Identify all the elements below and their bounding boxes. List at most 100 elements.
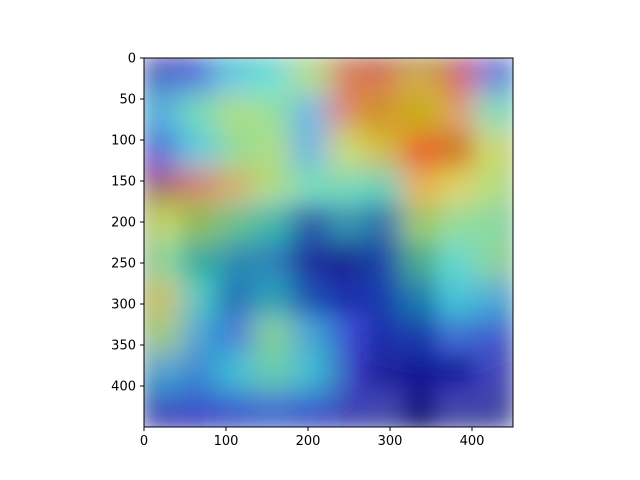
heatmap-cell [475,389,513,427]
heatmap-cell [144,278,182,318]
heatmap-cell [216,278,256,318]
heatmap-cell [364,278,404,318]
heatmap-cell [290,389,330,427]
heatmap-cell [327,167,367,207]
heatmap-cell [253,241,293,281]
heatmap-cell [290,204,330,244]
heatmap-cell [327,389,367,427]
heatmap-cell [216,130,256,170]
heatmap-cell [364,389,404,427]
heatmap-cell [438,130,478,170]
heatmap-cell [216,93,256,133]
heatmap-overlay [144,58,513,427]
heatmap-cell [144,204,182,244]
x-tick-label: 0 [140,434,148,449]
heatmap-cell [179,167,219,207]
heatmap-cell [327,315,367,355]
heatmap-cell [290,278,330,318]
heatmap-cell [179,278,219,318]
heatmap-cell [475,167,513,207]
heatmap-cell [438,315,478,355]
heatmap-cell [216,315,256,355]
plot-frame [143,57,514,428]
heatmap-cell [364,93,404,133]
heatmap-cell [144,241,182,281]
heatmap-cell [290,241,330,281]
heatmap-cell [216,389,256,427]
heatmap-cell [216,58,256,96]
heatmap-cell [475,241,513,281]
heatmap-cell [364,130,404,170]
y-tick-label: 0 [128,52,136,67]
heatmap-cell [144,315,182,355]
y-tick-label: 100 [111,134,136,149]
heatmap-cell [401,204,441,244]
heatmap-cell [253,315,293,355]
heatmap-cell [327,130,367,170]
y-tick-label: 400 [111,380,136,395]
y-tick-label: 300 [111,298,136,313]
heatmap-cell [475,278,513,318]
heatmap-cell [179,352,219,392]
heatmap-cell [144,352,182,392]
y-tick-label: 150 [111,175,136,190]
heatmap-cell [401,241,441,281]
heatmap-cell [401,58,441,96]
heatmap-cell [475,352,513,392]
heatmap-cell [144,167,182,207]
heatmap-cell [290,58,330,96]
heatmap-cell [401,389,441,427]
heatmap-cell [179,58,219,96]
heatmap-cell [438,389,478,427]
heatmap-cell [364,58,404,96]
heatmap-cell [401,130,441,170]
heatmap-cell [475,130,513,170]
heatmap-cell [401,93,441,133]
heatmap-cell [253,130,293,170]
heatmap-cell [401,352,441,392]
heatmap-cell [401,167,441,207]
heatmap-cell [179,389,219,427]
heatmap-cell [475,93,513,133]
heatmap-cell [144,93,182,133]
heatmap-cell [179,204,219,244]
heatmap-cell [144,130,182,170]
heatmap-cell [253,204,293,244]
axes: 0 100 200 300 400 0 50 100 150 200 250 300 350 400 [111,52,514,449]
heatmap-cell [144,58,182,96]
heatmap-cell [290,167,330,207]
heatmap-cell [179,93,219,133]
heatmap-cell [438,204,478,244]
heatmap-cell [144,389,182,427]
y-tick-label: 250 [111,257,136,272]
heatmap-cell [438,278,478,318]
y-tick-label: 200 [111,216,136,231]
heatmap-cell [364,315,404,355]
heatmap-cell [364,204,404,244]
y-tick-label: 50 [119,93,136,108]
heatmap-cell [327,278,367,318]
heatmap-cell [216,167,256,207]
heatmap-cell [327,93,367,133]
x-tick-label: 400 [460,434,485,449]
heatmap-cell [253,352,293,392]
heatmap-cell [290,130,330,170]
heatmap-cell [253,58,293,96]
heatmap-cell [364,167,404,207]
heatmap-cell [253,93,293,133]
heatmap-cell [216,352,256,392]
heatmap-cell [364,352,404,392]
heatmap-cell [327,352,367,392]
x-tick-label: 100 [214,434,239,449]
heatmap-cell [438,352,478,392]
heatmap-cell [438,93,478,133]
heatmap-cell [475,204,513,244]
heatmap-cell [475,58,513,96]
heatmap-cell [438,58,478,96]
heatmap-cell [438,241,478,281]
heatmap-cell [438,167,478,207]
heatmap-cell [253,389,293,427]
heatmap-cell [179,130,219,170]
heatmap-cell [290,315,330,355]
